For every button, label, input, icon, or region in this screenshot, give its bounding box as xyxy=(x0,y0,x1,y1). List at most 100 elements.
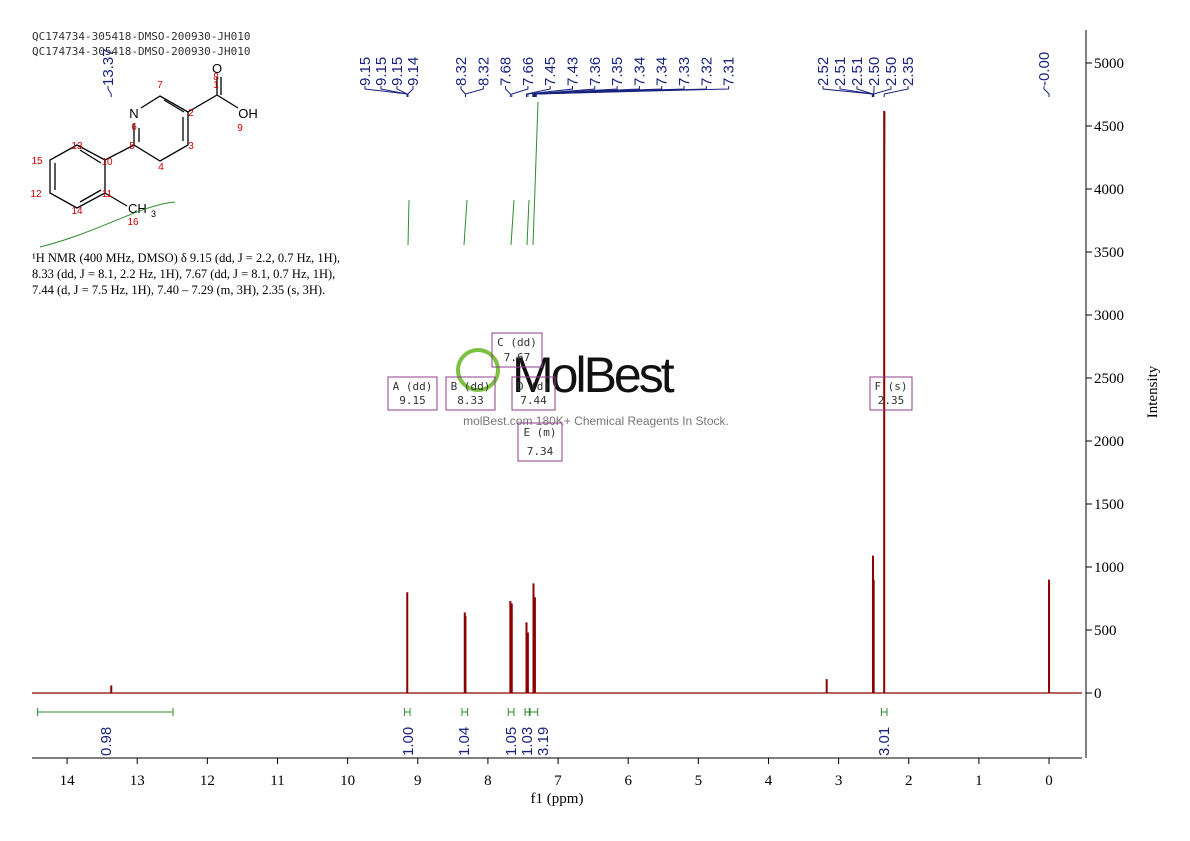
x-tick-label: 7 xyxy=(554,773,562,789)
peak-leader xyxy=(1043,86,1050,97)
integral-range xyxy=(524,708,530,716)
peak-leader xyxy=(883,86,909,97)
multiplet-shift: 8.33 xyxy=(457,394,484,407)
atom-number: 9 xyxy=(237,123,243,134)
peak-label: 2.50 xyxy=(883,57,900,86)
integral-value: 1.03 xyxy=(519,727,536,756)
atom-number: 8 xyxy=(213,72,219,83)
integral-value: 3.01 xyxy=(876,727,893,756)
peak-leader xyxy=(527,86,573,97)
multiplet-shift: 9.15 xyxy=(399,394,426,407)
peak-leader xyxy=(525,86,551,97)
multiplet-box xyxy=(511,376,556,411)
atom-number: 2 xyxy=(188,108,194,119)
peak-label: 9.15 xyxy=(357,57,374,86)
y-tick-label: 4500 xyxy=(1094,119,1124,135)
integral-value: 3.19 xyxy=(535,727,552,756)
peak-label: 9.14 xyxy=(405,57,422,86)
integral-curves xyxy=(39,101,886,248)
peak-leader xyxy=(533,86,618,97)
integral-value: 1.00 xyxy=(400,727,417,756)
atom-number: 15 xyxy=(31,156,43,167)
peak-label: 2.51 xyxy=(832,57,849,86)
peak-label: 8.32 xyxy=(475,57,492,86)
y-tick-label: 4000 xyxy=(1094,182,1124,198)
multiplet-box xyxy=(387,376,438,411)
atom-label: 3 xyxy=(151,209,156,219)
x-tick-label: 13 xyxy=(130,773,145,789)
integral-range xyxy=(880,708,888,716)
structure xyxy=(49,77,239,209)
multiplet-box xyxy=(517,422,563,462)
multiplet-box xyxy=(491,332,543,368)
y-tick-label: 2500 xyxy=(1094,371,1124,387)
y-tick-label: 0 xyxy=(1094,686,1102,702)
integral-value: 1.04 xyxy=(456,727,473,756)
peak-leader xyxy=(396,86,408,97)
atom-label: OH xyxy=(238,106,258,121)
multiplet-label: F (s) xyxy=(874,380,907,393)
y-tick-label: 1500 xyxy=(1094,497,1124,513)
x-tick-label: 14 xyxy=(60,773,76,789)
integral-range xyxy=(507,708,515,716)
multiplet-shift: 7.44 xyxy=(520,394,547,407)
multiplet-shift: 7.67 xyxy=(504,351,531,364)
integral-value: 0.98 xyxy=(98,727,115,756)
x-axis-title: f1 (ppm) xyxy=(531,791,584,807)
peak-label: 7.45 xyxy=(542,57,559,86)
atom-number: 13 xyxy=(71,141,83,152)
peak-leader xyxy=(505,86,511,97)
multiplet-box xyxy=(869,376,913,411)
atom-number: 12 xyxy=(30,189,42,200)
peak-label: 2.35 xyxy=(900,57,917,86)
x-tick-label: 1 xyxy=(975,773,983,789)
multiplet-shift: 7.34 xyxy=(527,445,554,458)
peak-leader xyxy=(107,86,112,97)
atom-label: CH xyxy=(128,201,147,216)
peak-label: 7.66 xyxy=(520,57,537,86)
atom-number: 10 xyxy=(101,157,113,168)
integral-range xyxy=(461,708,469,716)
x-tick-label: 5 xyxy=(695,773,703,789)
x-tick-label: 4 xyxy=(765,773,773,789)
y-tick-label: 3000 xyxy=(1094,308,1124,324)
tagline: molBest.com 180K+ Chemical Reagents In S… xyxy=(463,414,729,428)
x-tick-label: 10 xyxy=(340,773,355,789)
integral-value: 1.05 xyxy=(503,727,520,756)
multiplet-label: D (d) xyxy=(517,380,550,393)
y-tick-label: 500 xyxy=(1094,623,1117,639)
peak-leader xyxy=(822,86,873,97)
x-tick-label: 3 xyxy=(835,773,843,789)
peak-leader xyxy=(532,86,596,97)
atom-number: 14 xyxy=(71,206,83,217)
atom-number: 11 xyxy=(102,189,113,200)
multiplet-box xyxy=(445,376,496,411)
x-tick-label: 12 xyxy=(200,773,215,789)
x-tick-label: 0 xyxy=(1045,773,1053,789)
y-tick-label: 3500 xyxy=(1094,245,1124,261)
peak-leader xyxy=(873,86,892,97)
x-tick-label: 6 xyxy=(624,773,632,789)
peak-label: 7.31 xyxy=(721,57,738,86)
y-tick-label: 1000 xyxy=(1094,560,1124,576)
peak-label: 7.32 xyxy=(698,57,715,86)
peak-label: 7.33 xyxy=(676,57,693,86)
x-tick-label: 9 xyxy=(414,773,422,789)
x-tick-label: 2 xyxy=(905,773,913,789)
peak-label: 2.52 xyxy=(815,57,832,86)
atom-number: 4 xyxy=(158,162,164,173)
peak-leader xyxy=(856,86,874,97)
peak-label: 9.15 xyxy=(389,57,406,86)
peak-leader xyxy=(535,86,730,97)
peak-leader xyxy=(511,86,529,97)
multiplet-shift: 2.35 xyxy=(878,394,905,407)
y-axis-title: Intensity xyxy=(1145,365,1161,418)
nmr-description: 8.33 (dd, J = 8.1, 2.2 Hz, 1H), 7.67 (dd… xyxy=(32,267,335,281)
multiplet-label: C (dd) xyxy=(497,336,537,349)
integral-range xyxy=(529,708,539,716)
peak-leader xyxy=(460,86,466,97)
multiplet-label: B (dd) xyxy=(451,380,491,393)
atom-number: 6 xyxy=(131,122,137,133)
atom-number: 1 xyxy=(213,80,219,91)
